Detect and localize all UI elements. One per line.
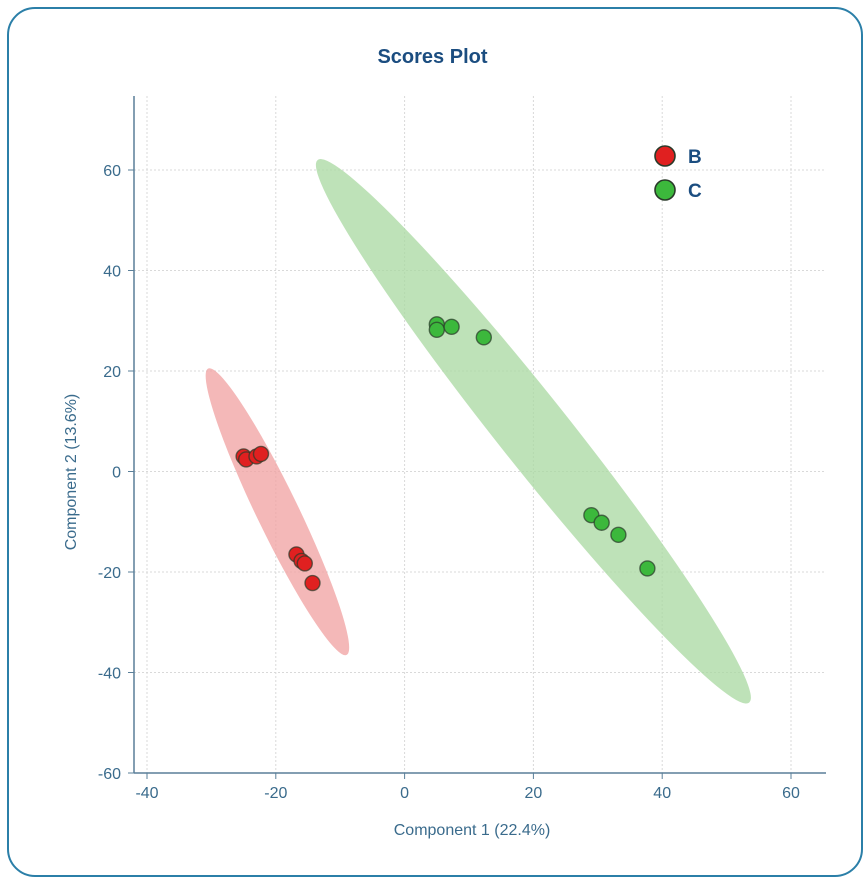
data-points (235, 316, 656, 592)
y-axis-label: Component 2 (13.6%) (63, 394, 80, 551)
x-tick-label: -40 (135, 785, 158, 802)
point-B (252, 445, 270, 463)
confidence-ellipses (205, 159, 751, 704)
legend-marker-C (654, 179, 676, 201)
x-tick-label: 40 (653, 785, 671, 802)
x-tick-label: 20 (525, 785, 543, 802)
axes: -40 -20 0 20 40 60 -60 -40 -20 0 20 40 60 (98, 96, 826, 802)
chart-frame (7, 7, 863, 877)
y-tick-label: 20 (103, 364, 121, 381)
x-axis-label: Component 1 (22.4%) (394, 822, 551, 839)
point-C (639, 560, 656, 577)
point-C (443, 318, 460, 335)
legend-label-B: B (688, 147, 702, 168)
y-tick-label: -60 (98, 766, 121, 783)
y-tick-label: 60 (103, 163, 121, 180)
point-C (610, 526, 627, 544)
x-tick-label: 60 (782, 785, 800, 802)
x-tick-label: -20 (264, 785, 287, 802)
point-C (475, 329, 493, 346)
legend-label-C: C (688, 181, 702, 202)
y-tick-label: 40 (103, 264, 121, 281)
chart-title: Scores Plot (377, 46, 488, 68)
y-tick-label: -20 (98, 565, 121, 582)
point-B (304, 574, 321, 592)
legend-marker-B (654, 145, 676, 167)
point-C (428, 321, 445, 338)
point-B (296, 555, 313, 572)
point-C (593, 514, 610, 531)
ellipse-B (205, 368, 350, 656)
legend: BC (654, 145, 702, 202)
y-tick-label: 0 (112, 465, 121, 482)
x-tick-label: 0 (400, 785, 409, 802)
y-tick-label: -40 (98, 666, 121, 683)
